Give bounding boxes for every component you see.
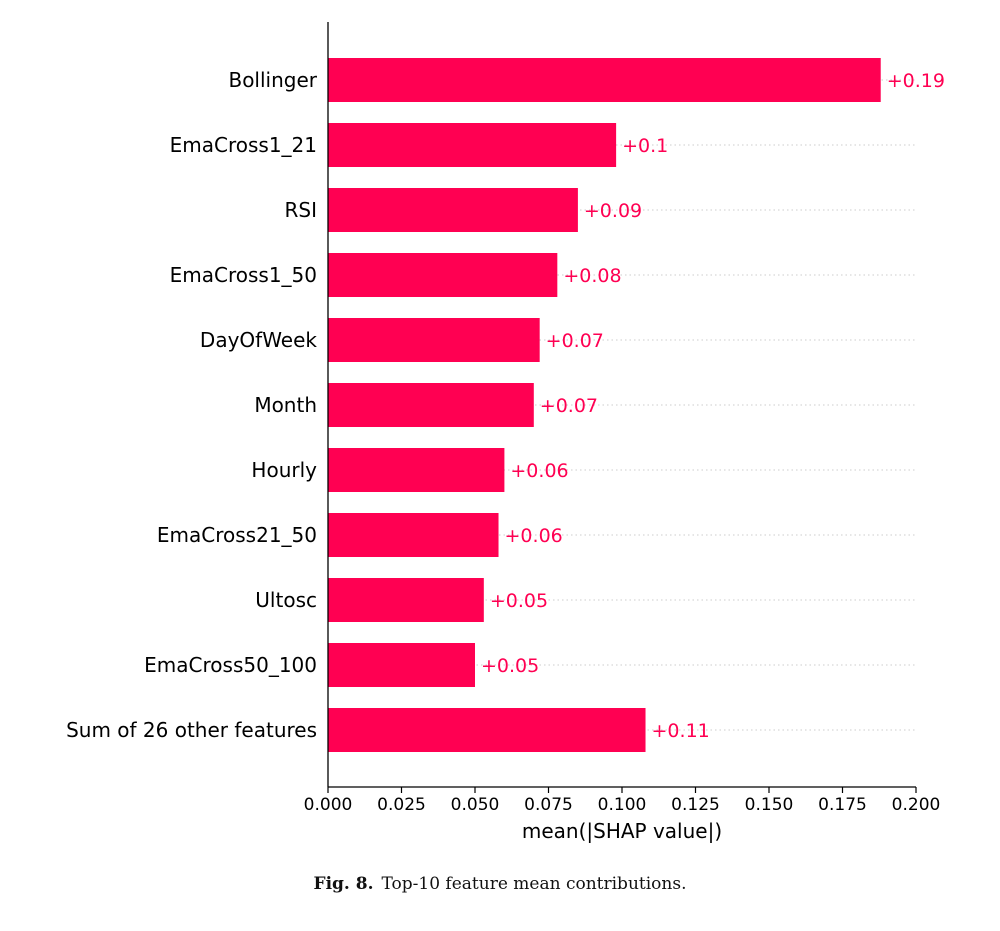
category-label: Bollinger — [228, 68, 317, 92]
x-tick-label: 0.150 — [745, 795, 794, 815]
category-label: Sum of 26 other features — [66, 718, 317, 742]
category-label: EmaCross1_21 — [170, 133, 317, 157]
value-label: +0.07 — [540, 395, 598, 417]
bar-hourly — [328, 448, 505, 492]
value-labels: +0.19 +0.1 +0.09 +0.08 +0.07 +0.07 +0.06 +0.06 +… — [481, 70, 945, 742]
bar-rsi — [328, 188, 578, 232]
figure-label: Fig. 8. — [313, 874, 374, 894]
bar-emacross21-50 — [328, 513, 499, 557]
category-label: DayOfWeek — [200, 328, 317, 352]
bar-emacross50-100 — [328, 643, 475, 687]
bar-emacross1-21 — [328, 123, 617, 167]
category-labels: Bollinger EmaCross1_21 RSI EmaCross1_50 DayO… — [66, 68, 318, 742]
x-tick-label: 0.200 — [892, 795, 941, 815]
x-ticks: 0.000 0.025 0.050 0.075 0.100 0.125 0.150 0.175… — [304, 787, 941, 815]
category-label: Hourly — [251, 458, 317, 482]
x-tick-label: 0.050 — [451, 795, 500, 815]
value-label: +0.05 — [490, 590, 548, 612]
caption-text: Top-10 feature mean contributions. — [381, 874, 687, 894]
value-label: +0.1 — [622, 135, 668, 157]
bar-bollinger — [328, 58, 881, 102]
bar-ultosc — [328, 578, 484, 622]
x-axis-label: mean(|SHAP value|) — [522, 819, 722, 843]
value-label: +0.05 — [481, 655, 539, 677]
value-label: +0.08 — [563, 265, 621, 287]
x-tick-label: 0.125 — [671, 795, 720, 815]
x-tick-label: 0.175 — [818, 795, 867, 815]
x-tick-label: 0.075 — [524, 795, 573, 815]
category-label: EmaCross1_50 — [170, 263, 317, 287]
x-tick-label: 0.025 — [377, 795, 426, 815]
bar-month — [328, 383, 534, 427]
x-tick-label: 0.100 — [598, 795, 647, 815]
value-label: +0.11 — [652, 720, 710, 742]
figure-caption: Fig. 8. Top-10 feature mean contributions… — [0, 874, 1000, 894]
category-label: Month — [254, 393, 317, 417]
category-label: Ultosc — [255, 588, 317, 612]
bar-sum-of-26-other-features — [328, 708, 646, 752]
category-label: EmaCross21_50 — [157, 523, 317, 547]
bar-dayofweek — [328, 318, 540, 362]
bar-emacross1-50 — [328, 253, 558, 297]
x-tick-label: 0.000 — [304, 795, 353, 815]
value-label: +0.06 — [505, 525, 563, 547]
category-label: EmaCross50_100 — [144, 653, 317, 677]
value-label: +0.09 — [584, 200, 642, 222]
value-label: +0.19 — [887, 70, 945, 92]
category-label: RSI — [285, 198, 318, 222]
value-label: +0.06 — [510, 460, 568, 482]
bars — [328, 58, 881, 752]
value-label: +0.07 — [546, 330, 604, 352]
